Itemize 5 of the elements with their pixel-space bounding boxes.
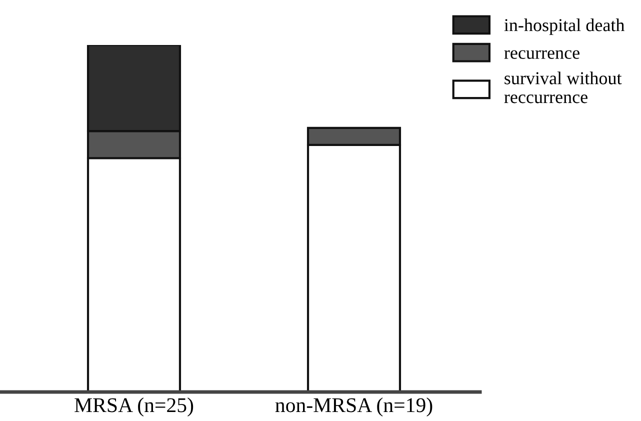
legend-label: recurrence bbox=[504, 50, 580, 59]
legend-label: in-hospital death bbox=[504, 18, 625, 35]
x-tick-label: MRSA (n=25) bbox=[74, 398, 194, 416]
legend-label: survival without reccurrence bbox=[504, 72, 622, 104]
x-tick-label: non-MRSA (n=19) bbox=[275, 398, 432, 416]
